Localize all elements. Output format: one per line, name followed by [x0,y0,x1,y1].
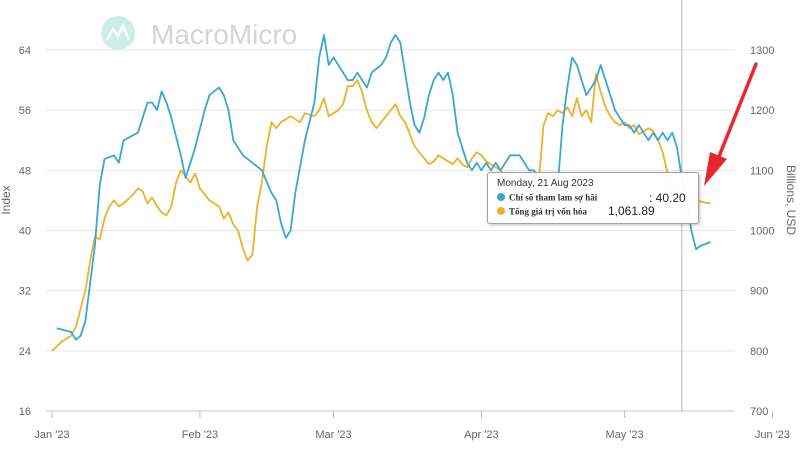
y-axis-right: 700 800 900 1000 1100 1200 1300 [750,45,774,418]
x-tick-label: Apr '23 [464,429,499,441]
arrow-head [704,152,727,186]
tooltip-value: 1,061.89 [608,204,655,218]
y-right-tick-label: 800 [750,346,768,358]
y-left-tick-label: 56 [19,105,31,117]
tooltip-label: Tổng giá trị vốn hóa [509,206,588,217]
x-tick-label: Jun '23 [755,429,790,441]
y-left-tick-label: 48 [19,165,31,177]
y-left-tick-label: 16 [19,406,31,418]
series-dot-icon [497,193,505,202]
x-tick-label: Jan '23 [34,429,69,441]
y-right-tick-label: 700 [750,406,768,418]
red-arrow-annotation [704,62,758,186]
tooltip-row-market-cap: Tổng giá trị vốn hóa [497,206,587,217]
tooltip: Monday, 21 Aug 2023 Chỉ số tham lam sợ h… [487,172,699,224]
y-right-tick-label: 1300 [750,45,774,57]
tooltip-value: : 40.20 [649,191,686,205]
y-right-tick-label: 1000 [750,226,774,238]
tooltip-label: Chỉ số tham lam sợ hãi [509,192,598,203]
tooltip-date: Monday, 21 Aug 2023 [497,178,594,189]
gridlines [46,49,735,412]
watermark-text: MacroMicro [151,19,297,50]
y-axis-left-title: Index [0,185,13,214]
y-right-tick-label: 900 [750,286,768,298]
x-tick-label: Mar '23 [315,429,351,441]
x-tick-label: May '23 [605,429,643,441]
tooltip-row-fear-greed: Chỉ số tham lam sợ hãi [497,192,597,203]
y-right-tick-label: 1200 [750,105,774,117]
y-left-tick-label: 64 [19,45,31,57]
y-left-tick-label: 24 [19,346,31,358]
market-cap-line [51,73,711,352]
y-left-tick-label: 32 [19,286,31,298]
watermark: MacroMicro [101,16,297,50]
fear-greed-index-line [56,34,711,341]
y-axis-left: 16 24 32 40 48 56 64 [19,45,31,418]
x-tick-label: Feb '23 [182,429,218,441]
y-left-tick-label: 40 [19,226,31,238]
macromicro-logo-icon [101,16,135,50]
series-dot-icon [497,207,505,216]
y-right-tick-label: 1100 [750,165,774,177]
x-axis: Jan '23 Feb '23 Mar '23 Apr '23 May '23 Jun '… [34,411,790,441]
logo-mark-icon [105,23,131,41]
series-group [51,34,711,352]
y-axis-right-title: Billions, USD [784,165,798,235]
arrow-shaft [714,62,758,166]
